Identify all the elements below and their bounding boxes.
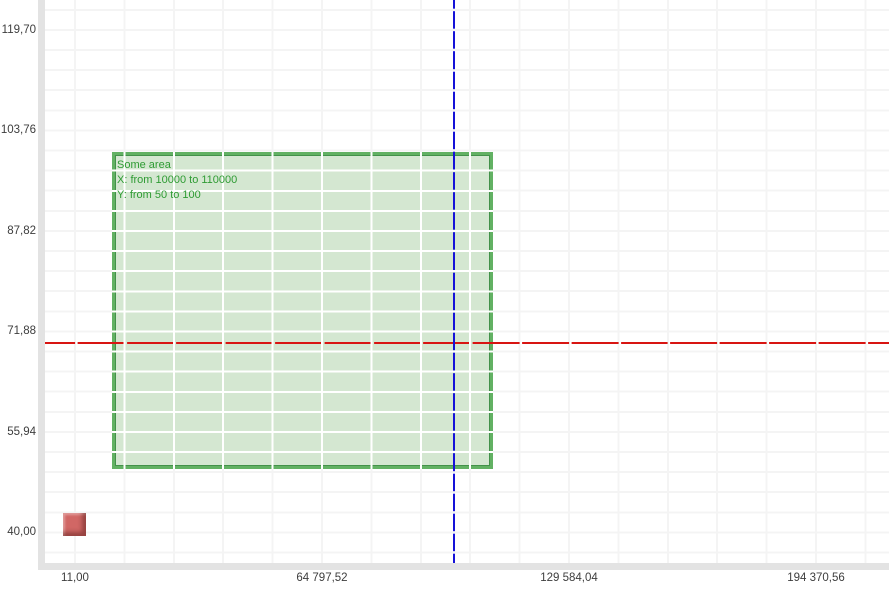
x-tick-label: 129 584,04	[540, 572, 598, 584]
y-tick-label: 103,76	[0, 124, 36, 136]
range-area-x-range: X: from 10000 to 110000	[117, 174, 238, 186]
y-tick-label: 71,88	[7, 325, 36, 337]
x-tick-label: 194 370,56	[787, 572, 845, 584]
range-area-y-range: Y: from 50 to 100	[117, 189, 201, 201]
range-area-title: Some area	[117, 159, 171, 171]
horizontal-constant-line	[45, 342, 889, 344]
y-tick-label: 87,82	[7, 225, 36, 237]
range-area-label: Some area X: from 10000 to 110000 Y: fro…	[117, 158, 237, 203]
y-axis-line	[38, 0, 45, 570]
y-tick-label: 55,94	[7, 426, 36, 438]
vertical-constant-line	[453, 0, 455, 563]
series-point-marker[interactable]	[63, 513, 86, 536]
y-tick-label: 119,70	[1, 24, 36, 36]
x-axis-line	[38, 563, 889, 570]
x-tick-label: 64 797,52	[296, 572, 348, 584]
x-tick-label: 11,00	[61, 572, 89, 584]
y-tick-label: 40,00	[7, 526, 36, 538]
